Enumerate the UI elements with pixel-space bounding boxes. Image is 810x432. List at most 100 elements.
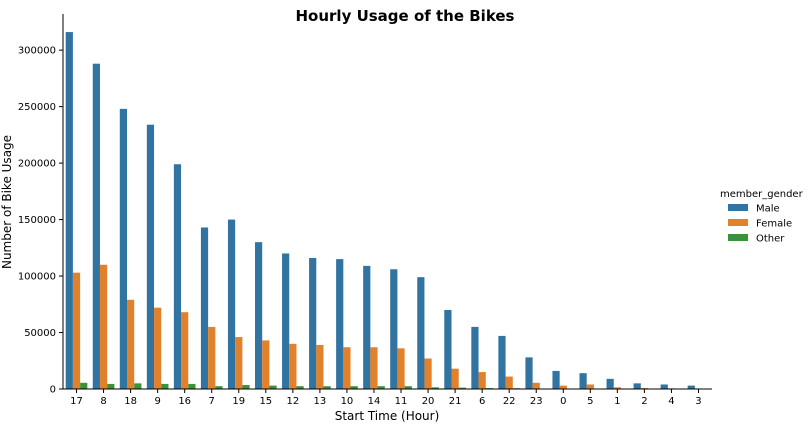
bar-male-4 [660,384,668,389]
x-tick-label: 12 [286,396,299,407]
legend: member_gender Male Female Other [720,189,804,245]
bar-other-10 [350,386,358,389]
x-tick-label: 5 [587,396,593,407]
legend-swatch-male [728,204,748,211]
bar-other-17 [80,382,88,389]
bar-female-14 [370,347,378,389]
bar-female-10 [343,347,351,389]
x-tick-label: 23 [530,396,543,407]
bar-female-18 [127,299,135,389]
y-tick-label: 150000 [18,215,56,226]
x-tick-label: 0 [560,396,566,407]
x-tick-label: 22 [503,396,516,407]
bar-other-8 [107,383,115,389]
bar-female-1 [613,387,621,389]
legend-title: member_gender [720,189,804,200]
bar-male-10 [336,259,344,389]
bar-male-9 [146,124,155,389]
legend-label-female: Female [756,219,792,230]
bar-male-1 [606,378,614,389]
x-tick-label: 21 [449,396,462,407]
bar-female-0 [559,385,567,389]
x-tick-label: 9 [154,396,160,407]
bar-female-9 [154,307,162,389]
x-tick-label: 6 [479,396,485,407]
bar-female-5 [586,384,594,389]
bar-female-13 [316,344,324,389]
y-ticks: 0 50000 100000 150000 200000 250000 300000 [18,46,63,396]
x-tick-label: 16 [178,396,191,407]
bar-male-12 [282,253,290,389]
bar-male-7 [200,227,209,389]
bar-male-6 [471,326,479,389]
bar-other-11 [404,386,412,389]
bar-female-16 [181,312,189,389]
bar-male-22 [498,335,506,389]
bar-male-3 [687,385,695,389]
bar-other-21 [458,387,466,389]
legend-swatch-female [728,219,748,226]
bar-other-12 [296,386,304,389]
bar-other-7 [215,386,223,389]
bar-female-21 [451,368,459,389]
x-tick-label: 11 [395,396,408,407]
bar-male-23 [525,357,533,389]
y-tick-label: 0 [50,385,56,396]
bar-other-18 [134,383,142,389]
chart-title: Hourly Usage of the Bikes [296,7,515,25]
bar-other-20 [431,387,439,389]
bar-male-16 [173,164,182,389]
y-tick-label: 300000 [18,46,56,57]
x-tick-label: 1 [614,396,620,407]
x-tick-label: 3 [695,396,701,407]
bar-other-14 [377,386,385,389]
bar-male-13 [309,257,317,389]
x-tick-label: 14 [368,396,381,407]
bar-other-19 [242,385,250,389]
y-axis-label: Number of Bike Usage [0,135,14,269]
bar-other-13 [323,386,331,389]
bar-female-23 [532,382,540,389]
x-tick-label: 2 [641,396,647,407]
bar-other-9 [161,383,169,389]
bar-male-18 [119,108,127,389]
bar-male-17 [65,32,73,389]
x-tick-label: 19 [232,396,245,407]
bars-layer [65,32,710,389]
legend-label-male: Male [756,204,780,215]
y-tick-label: 100000 [18,272,56,283]
x-tick-label: 18 [124,396,137,407]
bar-female-6 [478,372,486,389]
bar-male-19 [227,219,236,389]
x-tick-label: 13 [314,396,327,407]
x-tick-label: 17 [70,396,83,407]
bar-other-15 [269,385,277,389]
x-tick-label: 7 [209,396,215,407]
bar-male-20 [417,277,425,389]
y-tick-label: 250000 [18,102,56,113]
bar-female-22 [505,376,513,389]
bar-female-11 [397,348,405,389]
legend-swatch-other [728,234,748,241]
bar-male-2 [633,383,641,389]
x-tick-label: 15 [259,396,272,407]
bar-female-8 [99,264,108,389]
bar-male-14 [363,265,371,389]
bar-female-15 [262,340,270,389]
bar-female-12 [289,343,297,389]
bar-other-16 [188,383,196,389]
bar-female-19 [235,337,243,389]
x-axis-label: Start Time (Hour) [335,409,440,423]
x-ticks: 17 8 18 9 16 7 19 15 12 13 10 14 11 20 21 6 22 23 0 5 1 2 4 3 [70,389,702,407]
bar-male-11 [390,269,398,389]
y-tick-label: 200000 [18,159,56,170]
bar-male-15 [255,242,263,389]
x-tick-label: 10 [341,396,354,407]
x-tick-label: 20 [422,396,435,407]
bar-male-8 [92,63,100,389]
axes-layer [62,14,712,390]
bar-female-17 [72,272,81,389]
x-tick-label: 8 [100,396,106,407]
bar-male-21 [444,309,452,389]
